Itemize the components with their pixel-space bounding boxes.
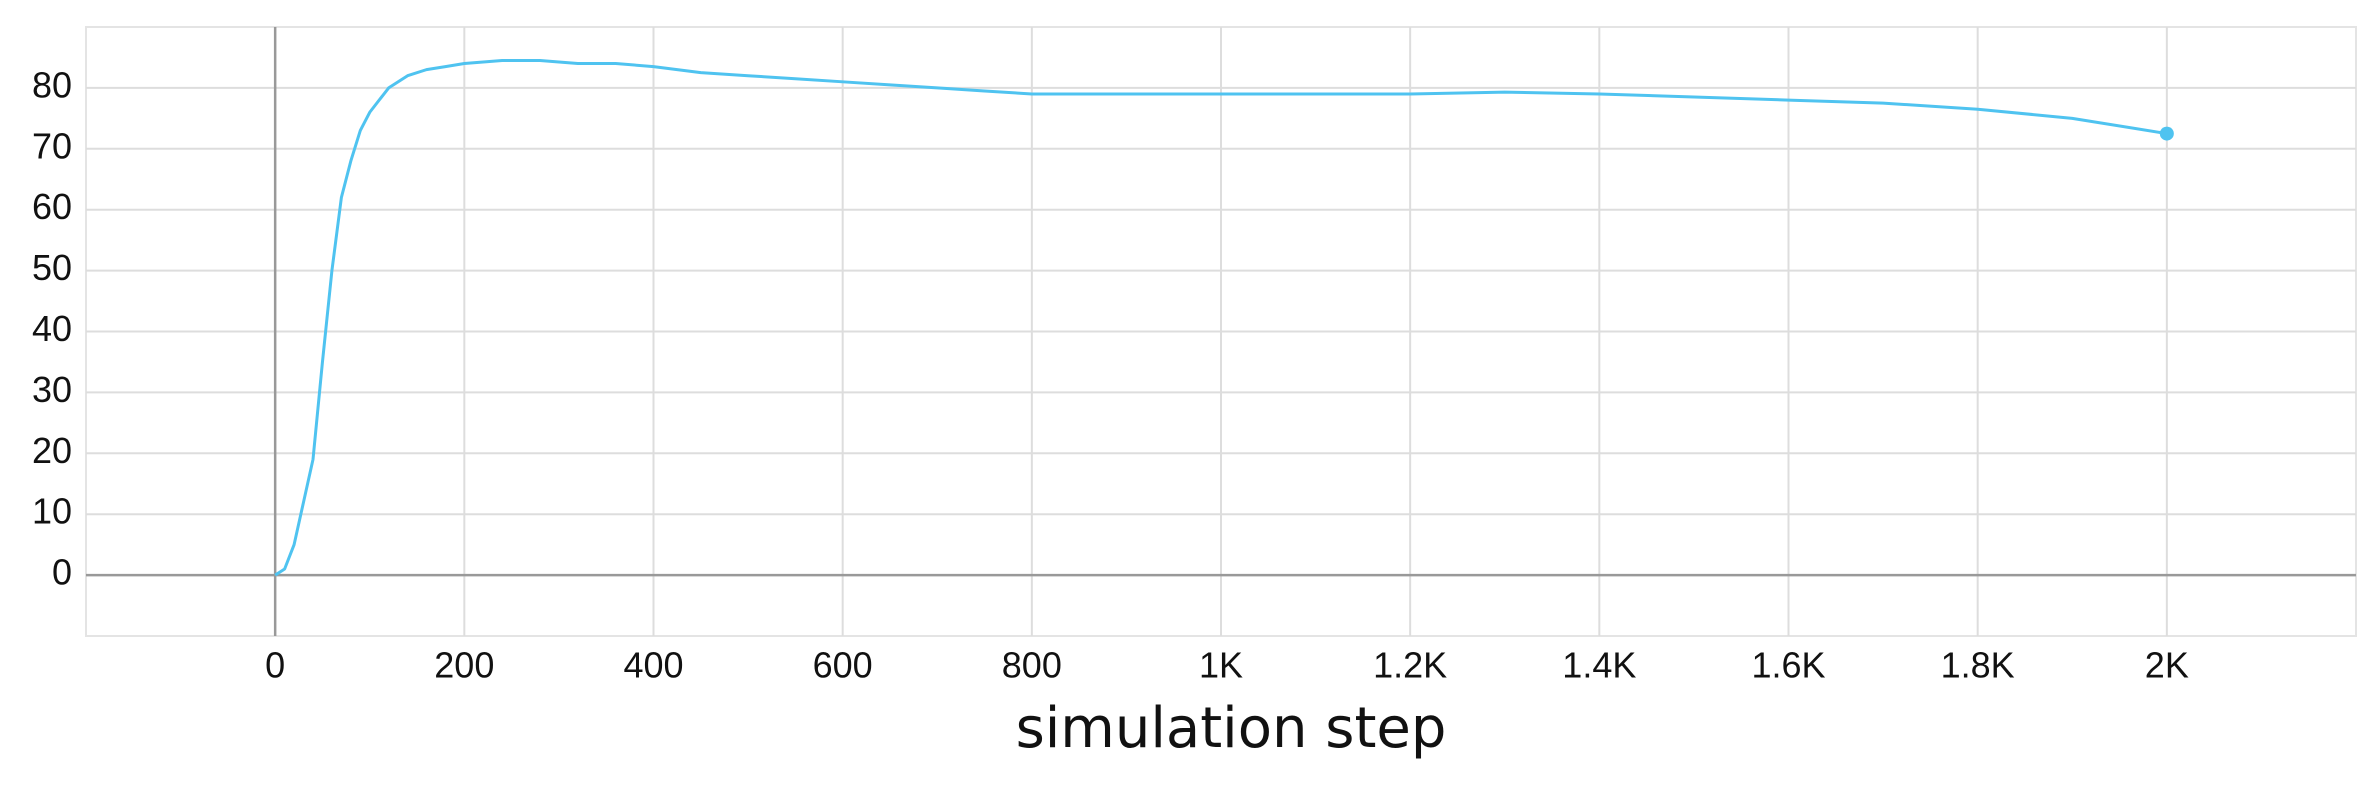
x-tick-label: 800 [1002, 645, 1062, 686]
x-tick-label: 200 [434, 645, 494, 686]
x-tick-label: 1.8K [1941, 645, 2015, 686]
y-tick-label: 50 [32, 247, 72, 288]
series-line [274, 58, 2168, 577]
x-tick-label: 1.2K [1373, 645, 1447, 686]
y-tick-label: 40 [32, 308, 72, 349]
y-tick-label: 60 [32, 186, 72, 227]
y-tick-label: 10 [32, 491, 72, 532]
x-tick-label: 400 [623, 645, 683, 686]
y-tick-label: 20 [32, 430, 72, 471]
x-axis-label: simulation step [1016, 696, 1447, 761]
x-tick-label: 1.6K [1751, 645, 1825, 686]
x-tick-label: 2K [2145, 645, 2189, 686]
x-tick-label: 600 [813, 645, 873, 686]
y-tick-label: 0 [52, 552, 72, 593]
series-end-dot [2159, 126, 2174, 141]
x-tick-label: 1.4K [1562, 645, 1636, 686]
y-tick-label: 70 [32, 125, 72, 166]
y-tick-label: 30 [32, 369, 72, 410]
x-tick-label: 0 [265, 645, 285, 686]
y-tick-label: 80 [32, 64, 72, 105]
x-tick-label: 1K [1199, 645, 1243, 686]
